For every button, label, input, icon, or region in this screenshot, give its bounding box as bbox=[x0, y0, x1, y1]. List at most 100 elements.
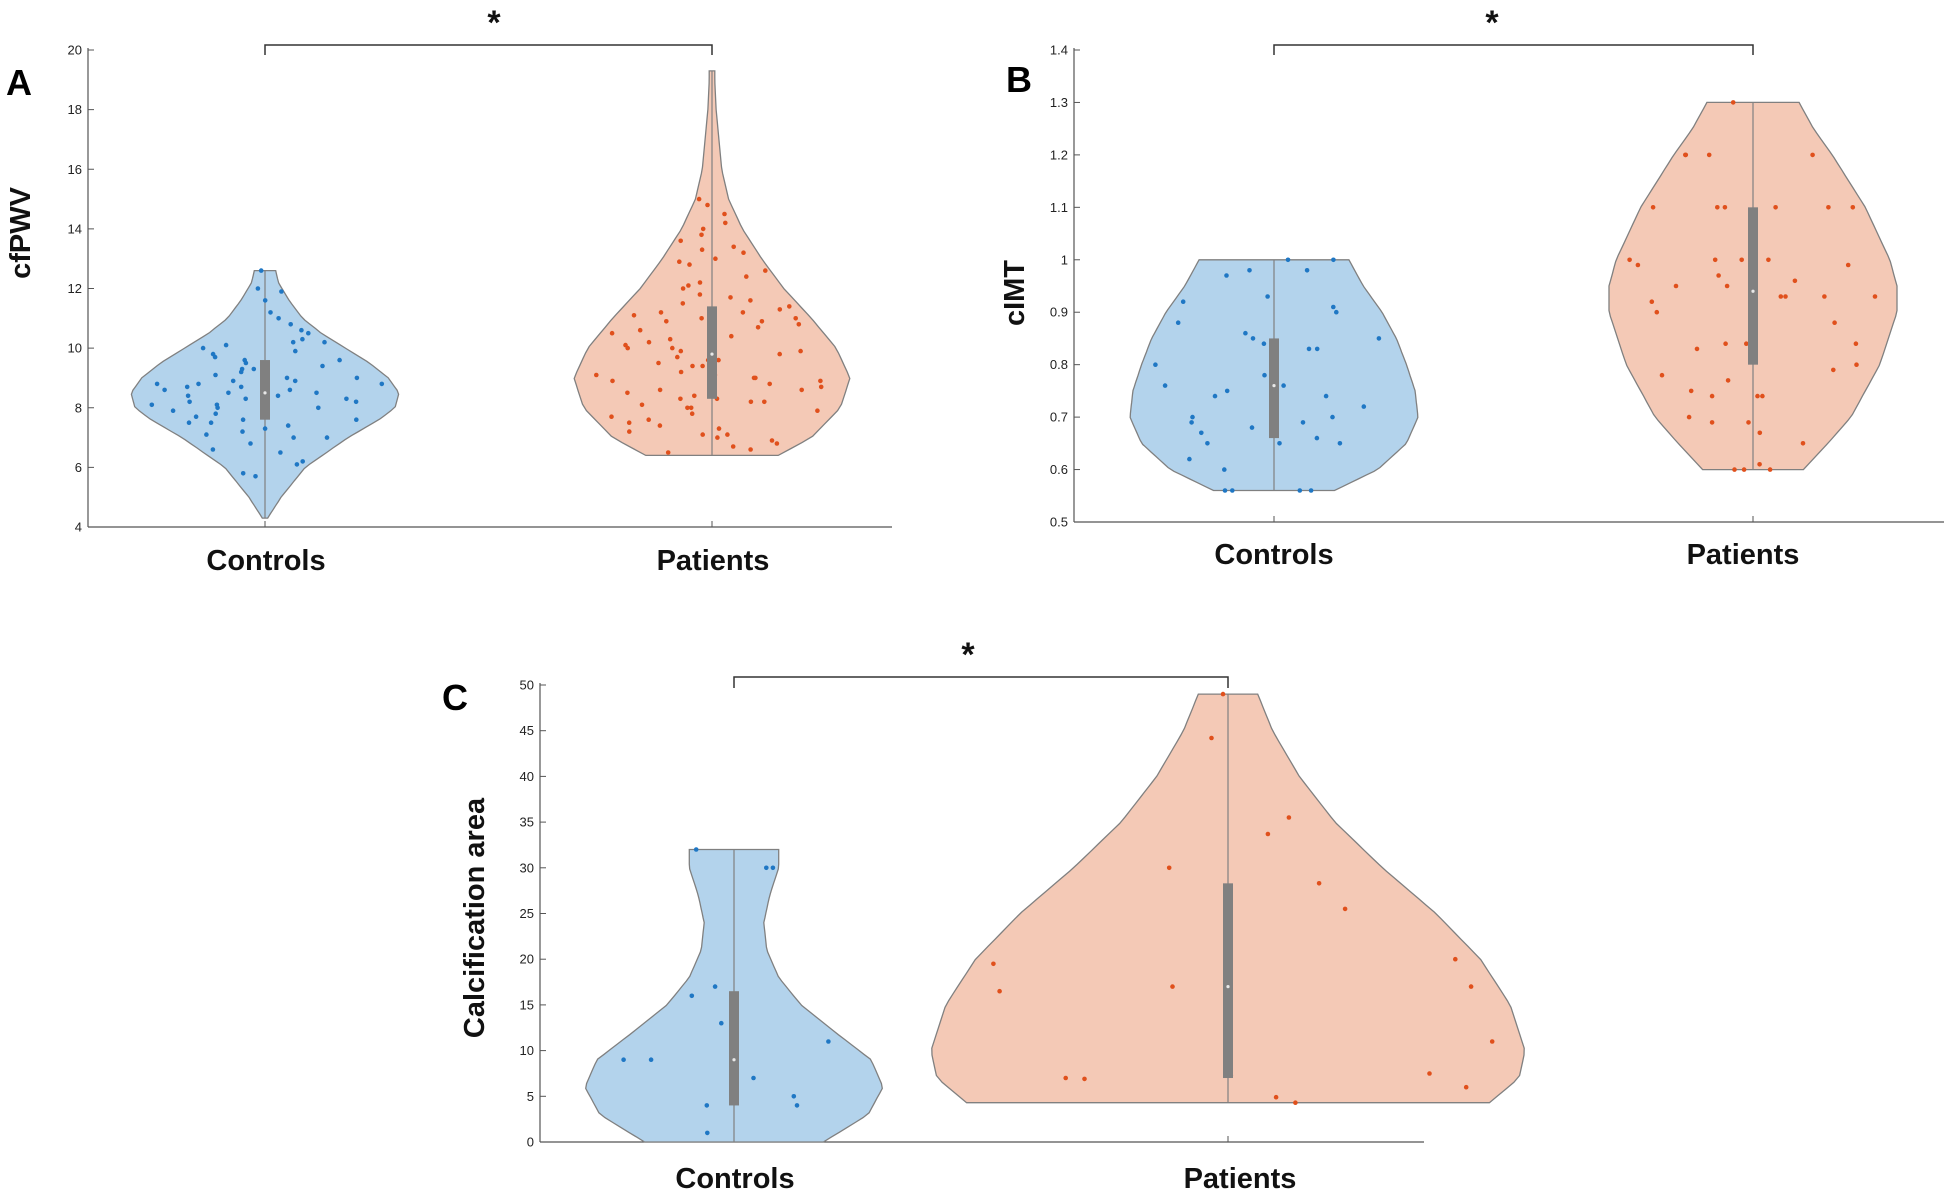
data-point bbox=[741, 250, 746, 255]
y-axis-label: cIMT bbox=[999, 260, 1031, 326]
data-point bbox=[1180, 299, 1186, 305]
data-point bbox=[337, 357, 342, 363]
data-point bbox=[699, 232, 704, 238]
data-point bbox=[678, 238, 683, 244]
significance-star: * bbox=[1485, 4, 1499, 42]
data-point bbox=[258, 268, 264, 273]
data-point bbox=[648, 1057, 654, 1062]
data-point bbox=[1220, 691, 1226, 697]
data-point bbox=[1810, 152, 1815, 158]
data-point bbox=[763, 268, 768, 273]
y-tick-label: 40 bbox=[520, 769, 534, 784]
data-point bbox=[248, 441, 253, 446]
data-point bbox=[1831, 367, 1836, 373]
data-point bbox=[210, 351, 216, 357]
data-point bbox=[1715, 205, 1720, 210]
data-point bbox=[1330, 414, 1335, 420]
data-point bbox=[316, 405, 321, 411]
panel-a: A cfPWV 4 6 8 10 12 14 16 18 20 Controls Patient… bbox=[5, 4, 892, 577]
data-point bbox=[240, 471, 246, 476]
data-point bbox=[1683, 152, 1688, 158]
data-point bbox=[1778, 294, 1784, 299]
data-point bbox=[1281, 383, 1286, 388]
data-point bbox=[777, 307, 783, 312]
data-point bbox=[1826, 205, 1831, 210]
data-point bbox=[1716, 273, 1721, 278]
data-point bbox=[1224, 273, 1229, 278]
data-point bbox=[353, 399, 359, 405]
data-point bbox=[656, 360, 661, 366]
data-point bbox=[687, 262, 692, 267]
data-point bbox=[690, 363, 695, 369]
y-tick-label: 25 bbox=[520, 906, 534, 921]
y-tick-label: 20 bbox=[520, 952, 534, 967]
y-tick-label: 50 bbox=[520, 678, 534, 693]
data-point bbox=[770, 865, 776, 871]
data-point bbox=[705, 1130, 710, 1136]
data-point bbox=[196, 381, 201, 387]
data-point bbox=[300, 459, 306, 464]
data-point bbox=[713, 256, 718, 262]
data-point bbox=[262, 298, 268, 303]
data-point bbox=[1209, 735, 1214, 741]
panel-letter-c: C bbox=[442, 677, 468, 718]
data-point bbox=[762, 399, 767, 405]
data-point bbox=[300, 336, 305, 342]
data-point bbox=[697, 280, 703, 285]
data-point bbox=[609, 330, 615, 336]
iqr-box-patients bbox=[1223, 883, 1233, 1079]
iqr-box-controls bbox=[260, 360, 270, 420]
data-point bbox=[240, 417, 246, 423]
data-point bbox=[1853, 341, 1859, 347]
y-tick-label: 8 bbox=[75, 400, 82, 415]
data-point bbox=[1635, 262, 1641, 268]
data-point bbox=[1732, 467, 1737, 472]
y-tick-label: 4 bbox=[75, 520, 82, 535]
data-point bbox=[744, 274, 749, 279]
data-point bbox=[680, 301, 686, 306]
data-point bbox=[1744, 341, 1749, 347]
data-point bbox=[1314, 435, 1320, 441]
data-point bbox=[162, 387, 167, 393]
data-point bbox=[1654, 309, 1660, 315]
data-point bbox=[1730, 100, 1736, 105]
data-point bbox=[184, 384, 190, 390]
category-label-patients: Patients bbox=[1687, 539, 1800, 571]
data-point bbox=[354, 375, 360, 381]
data-point bbox=[1162, 383, 1168, 388]
y-tick-label: 1.1 bbox=[1050, 200, 1068, 215]
y-tick-label: 0.7 bbox=[1050, 410, 1068, 425]
data-point bbox=[186, 420, 192, 426]
data-point bbox=[748, 447, 753, 452]
data-point bbox=[1773, 205, 1778, 210]
plot-area: 0.5 0.6 0.7 0.8 0.9 1 1.1 1.2 1.3 1.4 bbox=[1050, 43, 1944, 530]
data-point bbox=[379, 381, 385, 387]
data-point bbox=[1427, 1071, 1432, 1076]
data-point bbox=[777, 351, 782, 357]
data-point bbox=[609, 414, 614, 420]
data-point bbox=[1175, 320, 1181, 326]
data-point bbox=[1334, 309, 1339, 315]
data-point bbox=[1286, 815, 1292, 820]
significance-star: * bbox=[487, 4, 501, 42]
data-point bbox=[354, 417, 359, 423]
data-point bbox=[1153, 362, 1158, 368]
data-point bbox=[716, 426, 722, 431]
data-point bbox=[705, 202, 710, 208]
data-point bbox=[1673, 283, 1679, 289]
data-point bbox=[1262, 372, 1267, 378]
data-point bbox=[1463, 1084, 1469, 1090]
data-point bbox=[1212, 393, 1218, 399]
data-point bbox=[275, 393, 281, 399]
data-point bbox=[1273, 1094, 1279, 1100]
y-tick-label: 16 bbox=[68, 162, 82, 177]
data-point bbox=[678, 369, 684, 375]
data-point bbox=[1190, 414, 1195, 420]
data-point bbox=[657, 387, 663, 393]
data-point bbox=[798, 348, 803, 354]
data-point bbox=[200, 345, 206, 351]
data-point bbox=[1199, 430, 1204, 436]
median-marker-controls bbox=[1272, 384, 1276, 388]
data-point bbox=[1205, 441, 1210, 446]
data-point bbox=[290, 339, 296, 345]
